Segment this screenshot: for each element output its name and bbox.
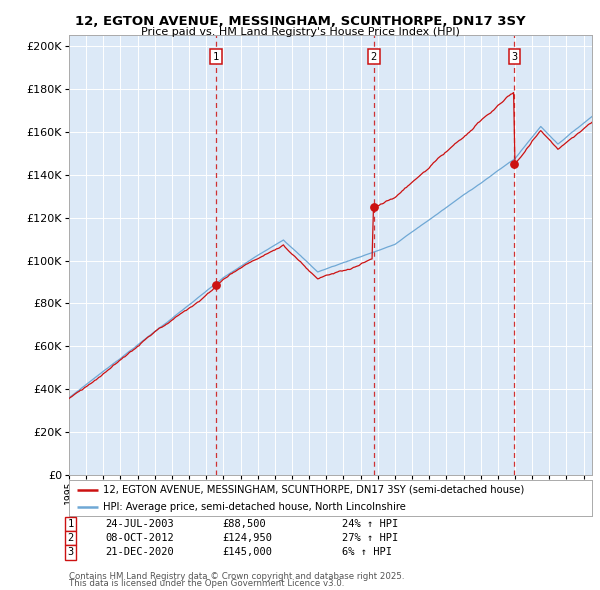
Text: £88,500: £88,500: [222, 519, 266, 529]
Point: [509, 159, 519, 169]
Text: 08-OCT-2012: 08-OCT-2012: [105, 533, 174, 543]
Text: 3: 3: [511, 52, 518, 62]
Text: Contains HM Land Registry data © Crown copyright and database right 2025.: Contains HM Land Registry data © Crown c…: [69, 572, 404, 581]
Point: [369, 202, 379, 212]
Text: 6% ↑ HPI: 6% ↑ HPI: [342, 548, 392, 557]
Text: HPI: Average price, semi-detached house, North Lincolnshire: HPI: Average price, semi-detached house,…: [103, 502, 406, 512]
Text: £145,000: £145,000: [222, 548, 272, 557]
Point: [211, 280, 221, 290]
Text: 27% ↑ HPI: 27% ↑ HPI: [342, 533, 398, 543]
Text: 24-JUL-2003: 24-JUL-2003: [105, 519, 174, 529]
Text: 1: 1: [68, 519, 74, 529]
Text: 3: 3: [68, 548, 74, 557]
Text: £124,950: £124,950: [222, 533, 272, 543]
Text: 1: 1: [213, 52, 219, 62]
Text: 24% ↑ HPI: 24% ↑ HPI: [342, 519, 398, 529]
Text: 12, EGTON AVENUE, MESSINGHAM, SCUNTHORPE, DN17 3SY: 12, EGTON AVENUE, MESSINGHAM, SCUNTHORPE…: [74, 15, 526, 28]
Text: 2: 2: [68, 533, 74, 543]
Text: Price paid vs. HM Land Registry's House Price Index (HPI): Price paid vs. HM Land Registry's House …: [140, 27, 460, 37]
Text: This data is licensed under the Open Government Licence v3.0.: This data is licensed under the Open Gov…: [69, 579, 344, 588]
Text: 21-DEC-2020: 21-DEC-2020: [105, 548, 174, 557]
Text: 2: 2: [371, 52, 377, 62]
Text: 12, EGTON AVENUE, MESSINGHAM, SCUNTHORPE, DN17 3SY (semi-detached house): 12, EGTON AVENUE, MESSINGHAM, SCUNTHORPE…: [103, 485, 524, 495]
